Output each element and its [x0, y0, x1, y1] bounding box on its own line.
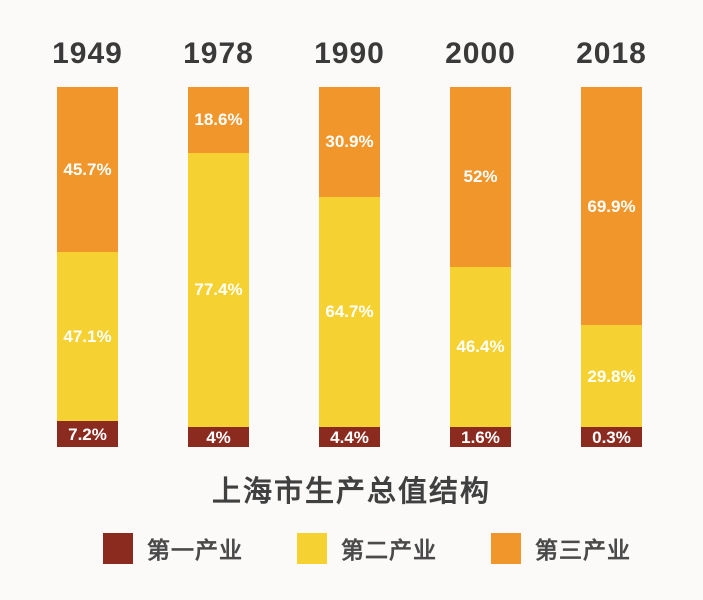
segment-tertiary-industry: 45.7%	[57, 87, 118, 252]
segment-tertiary-industry: 18.6%	[188, 87, 249, 153]
legend-label: 第一产业	[147, 537, 243, 563]
year-label: 2018	[576, 37, 647, 70]
segment-secondary-industry: 64.7%	[319, 196, 380, 427]
segment-secondary-industry: 29.8%	[581, 325, 642, 427]
stacked-bar: 45.7% 47.1% 7.2%	[57, 87, 118, 447]
segment-value-label: 1.6%	[461, 427, 500, 447]
segment-value-label: 4%	[206, 427, 231, 447]
year-label: 1978	[183, 37, 254, 70]
segment-value-label: 45.7%	[63, 159, 112, 179]
year-label: 1990	[314, 37, 385, 70]
stacked-bar: 18.6% 77.4% 4%	[188, 87, 249, 447]
legend-item-primary-industry: 第一产业	[103, 531, 243, 565]
segment-value-label: 46.4%	[456, 337, 505, 357]
chart-title: 上海市生产总值结构	[211, 476, 491, 508]
legend-swatch-tertiary-industry	[491, 532, 521, 564]
bar-columns: 1949 45.7% 47.1% 7.2% 1978 18.6% 77.4% 4% 1990 30…	[52, 36, 646, 447]
legend-label: 第二产业	[341, 537, 437, 563]
segment-primary-industry: 7.2%	[57, 421, 118, 447]
segment-value-label: 0.3%	[592, 427, 631, 447]
segment-secondary-industry: 77.4%	[188, 152, 249, 427]
segment-value-label: 7.2%	[68, 424, 107, 444]
legend: 第一产业 第二产业 第三产业	[103, 531, 631, 565]
segment-value-label: 64.7%	[325, 302, 374, 322]
segment-tertiary-industry: 30.9%	[319, 87, 380, 197]
bar-column-1978: 1978 18.6% 77.4% 4%	[183, 36, 253, 447]
stacked-bar: 30.9% 64.7% 4.4%	[319, 87, 380, 447]
segment-value-label: 69.9%	[587, 196, 636, 216]
segment-value-label: 4.4%	[330, 427, 369, 447]
segment-value-label: 77.4%	[194, 280, 243, 300]
segment-tertiary-industry: 69.9%	[581, 87, 642, 326]
stacked-bar: 69.9% 29.8% 0.3%	[581, 87, 642, 447]
segment-tertiary-industry: 52%	[450, 87, 511, 267]
segment-secondary-industry: 46.4%	[450, 266, 511, 427]
segment-value-label: 29.8%	[587, 366, 636, 386]
segment-primary-industry: 1.6%	[450, 427, 511, 447]
legend-swatch-secondary-industry	[297, 532, 327, 564]
segment-value-label: 47.1%	[63, 326, 112, 346]
legend-item-tertiary-industry: 第三产业	[491, 531, 631, 565]
segment-value-label: 52%	[463, 167, 498, 187]
legend-swatch-primary-industry	[103, 532, 133, 564]
year-label: 2000	[445, 37, 516, 70]
segment-value-label: 30.9%	[325, 132, 374, 152]
legend-item-secondary-industry: 第二产业	[297, 531, 437, 565]
segment-primary-industry: 4.4%	[319, 427, 380, 447]
legend-label: 第三产业	[535, 537, 631, 563]
year-label: 1949	[52, 37, 123, 70]
segment-primary-industry: 4%	[188, 427, 249, 447]
stacked-bar: 52% 46.4% 1.6%	[450, 87, 511, 447]
bar-column-1990: 1990 30.9% 64.7% 4.4%	[314, 36, 384, 447]
segment-value-label: 18.6%	[194, 110, 243, 130]
bar-column-2000: 2000 52% 46.4% 1.6%	[445, 36, 515, 447]
bar-column-1949: 1949 45.7% 47.1% 7.2%	[52, 36, 122, 447]
segment-secondary-industry: 47.1%	[57, 251, 118, 422]
segment-primary-industry: 0.3%	[581, 427, 642, 447]
bar-column-2018: 2018 69.9% 29.8% 0.3%	[576, 36, 646, 447]
